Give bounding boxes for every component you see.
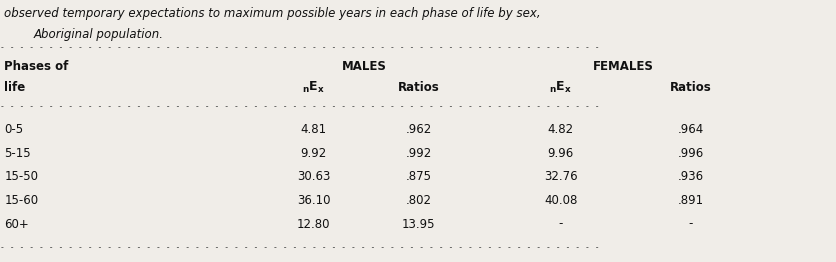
Text: 15-60: 15-60 bbox=[4, 194, 38, 207]
Text: Ratios: Ratios bbox=[669, 81, 711, 94]
Text: .996: .996 bbox=[676, 147, 703, 160]
Text: Aboriginal population.: Aboriginal population. bbox=[33, 28, 163, 41]
Text: 4.82: 4.82 bbox=[547, 123, 573, 136]
Text: .802: .802 bbox=[405, 194, 431, 207]
Text: $\mathregular{_{n}E_{x}}$: $\mathregular{_{n}E_{x}}$ bbox=[302, 80, 325, 95]
Text: 60+: 60+ bbox=[4, 217, 29, 231]
Text: 12.80: 12.80 bbox=[297, 217, 330, 231]
Text: .875: .875 bbox=[405, 170, 431, 183]
Text: 30.63: 30.63 bbox=[297, 170, 330, 183]
Text: .962: .962 bbox=[405, 123, 431, 136]
Text: 5-15: 5-15 bbox=[4, 147, 31, 160]
Text: 32.76: 32.76 bbox=[543, 170, 577, 183]
Text: life: life bbox=[4, 81, 25, 94]
Text: 4.81: 4.81 bbox=[300, 123, 327, 136]
Text: .992: .992 bbox=[405, 147, 431, 160]
Text: .964: .964 bbox=[676, 123, 703, 136]
Text: - - - - - - - - - - - - - - - - - - - - - - - - - - - - - - - - - - - - - - - - : - - - - - - - - - - - - - - - - - - - - … bbox=[0, 43, 604, 52]
Text: MALES: MALES bbox=[341, 59, 386, 73]
Text: -: - bbox=[687, 217, 692, 231]
Text: .936: .936 bbox=[676, 170, 703, 183]
Text: observed temporary expectations to maximum possible years in each phase of life : observed temporary expectations to maxim… bbox=[4, 7, 540, 20]
Text: 15-50: 15-50 bbox=[4, 170, 38, 183]
Text: 0-5: 0-5 bbox=[4, 123, 23, 136]
Text: 9.96: 9.96 bbox=[547, 147, 573, 160]
Text: .891: .891 bbox=[676, 194, 703, 207]
Text: 13.95: 13.95 bbox=[401, 217, 435, 231]
Text: - - - - - - - - - - - - - - - - - - - - - - - - - - - - - - - - - - - - - - - - : - - - - - - - - - - - - - - - - - - - - … bbox=[0, 243, 604, 252]
Text: FEMALES: FEMALES bbox=[593, 59, 653, 73]
Text: 9.92: 9.92 bbox=[300, 147, 327, 160]
Text: - - - - - - - - - - - - - - - - - - - - - - - - - - - - - - - - - - - - - - - - : - - - - - - - - - - - - - - - - - - - - … bbox=[0, 102, 604, 111]
Text: -: - bbox=[558, 217, 563, 231]
Text: 36.10: 36.10 bbox=[297, 194, 330, 207]
Text: Ratios: Ratios bbox=[397, 81, 439, 94]
Text: 40.08: 40.08 bbox=[543, 194, 577, 207]
Text: Phases of: Phases of bbox=[4, 59, 69, 73]
Text: $\mathregular{_{n}E_{x}}$: $\mathregular{_{n}E_{x}}$ bbox=[548, 80, 572, 95]
